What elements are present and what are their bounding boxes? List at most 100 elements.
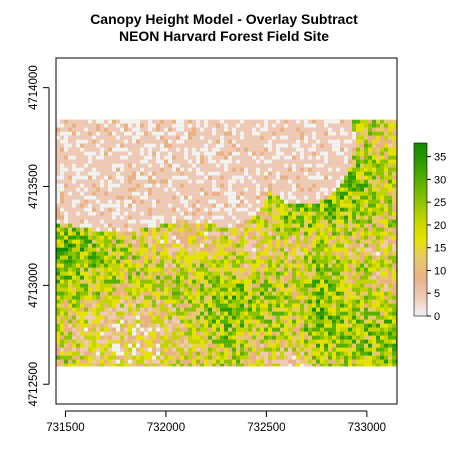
raster-cell — [168, 191, 172, 196]
raster-cell — [124, 147, 128, 152]
raster-cell — [260, 135, 264, 140]
raster-cell — [332, 287, 336, 292]
raster-cell — [264, 199, 268, 204]
raster-cell — [244, 191, 248, 196]
raster-cell — [248, 335, 252, 340]
raster-cell — [228, 283, 232, 288]
raster-cell — [84, 339, 88, 344]
raster-cell — [340, 187, 344, 192]
raster-cell — [360, 259, 364, 264]
raster-cell — [392, 315, 396, 320]
raster-cell — [148, 251, 152, 256]
raster-cell — [140, 183, 144, 188]
raster-cell — [364, 259, 368, 264]
raster-cell — [368, 187, 372, 192]
raster-cell — [216, 247, 220, 252]
raster-cell — [96, 223, 100, 228]
raster-cell — [180, 235, 184, 240]
raster-cell — [160, 119, 164, 124]
raster-cell — [384, 267, 388, 272]
raster-cell — [184, 151, 188, 156]
raster-cell — [388, 347, 392, 352]
raster-cell — [348, 187, 352, 192]
raster-cell — [236, 271, 240, 276]
raster-cell — [116, 331, 120, 336]
raster-cell — [92, 275, 96, 280]
raster-cell — [304, 299, 308, 304]
raster-cell — [296, 247, 300, 252]
raster-cell — [300, 163, 304, 168]
raster-cell — [344, 283, 348, 288]
raster-cell — [176, 271, 180, 276]
raster-cell — [100, 311, 104, 316]
raster-cell — [124, 195, 128, 200]
raster-cell — [100, 187, 104, 192]
raster-cell — [92, 135, 96, 140]
raster-cell — [288, 331, 292, 336]
raster-cell — [280, 171, 284, 176]
raster-cell — [332, 315, 336, 320]
raster-cell — [368, 207, 372, 212]
raster-cell — [116, 255, 120, 260]
raster-cell — [180, 179, 184, 184]
raster-cell — [248, 283, 252, 288]
raster-cell — [256, 243, 260, 248]
raster-cell — [164, 203, 168, 208]
raster-cell — [380, 343, 384, 348]
raster-cell — [256, 335, 260, 340]
raster-cell — [300, 247, 304, 252]
raster-cell — [164, 227, 168, 232]
raster-cell — [388, 175, 392, 180]
raster-cell — [180, 203, 184, 208]
raster-cell — [272, 227, 276, 232]
raster-cell — [80, 195, 84, 200]
raster-cell — [224, 147, 228, 152]
raster-cell — [136, 263, 140, 268]
raster-cell — [184, 223, 188, 228]
raster-cell — [88, 287, 92, 292]
raster-cell — [176, 255, 180, 260]
raster-cell — [372, 211, 376, 216]
raster-cell — [60, 315, 64, 320]
raster-cell — [192, 295, 196, 300]
raster-cell — [316, 227, 320, 232]
raster-cell — [132, 307, 136, 312]
raster-cell — [88, 323, 92, 328]
raster-cell — [208, 151, 212, 156]
raster-cell — [100, 279, 104, 284]
raster-cell — [312, 195, 316, 200]
raster-cell — [232, 295, 236, 300]
raster-cell — [140, 311, 144, 316]
raster-cell — [220, 295, 224, 300]
raster-cell — [232, 271, 236, 276]
raster-cell — [384, 275, 388, 280]
raster-cell — [332, 235, 336, 240]
raster-cell — [312, 267, 316, 272]
raster-cell — [320, 179, 324, 184]
raster-cell — [148, 195, 152, 200]
raster-cell — [224, 283, 228, 288]
raster-cell — [212, 255, 216, 260]
raster-cell — [312, 215, 316, 220]
raster-cell — [84, 291, 88, 296]
raster-cell — [132, 159, 136, 164]
raster-cell — [376, 143, 380, 148]
raster-cell — [116, 215, 120, 220]
raster-cell — [340, 331, 344, 336]
raster-cell — [360, 239, 364, 244]
raster-cell — [64, 339, 68, 344]
raster-cell — [324, 119, 328, 124]
raster-cell — [240, 247, 244, 252]
raster-cell — [384, 135, 388, 140]
raster-cell — [356, 255, 360, 260]
raster-cell — [136, 251, 140, 256]
raster-cell — [324, 259, 328, 264]
raster-cell — [100, 271, 104, 276]
raster-cell — [332, 327, 336, 332]
raster-cell — [72, 335, 76, 340]
raster-cell — [64, 291, 68, 296]
raster-cell — [300, 279, 304, 284]
raster-cell — [120, 151, 124, 156]
raster-cell — [224, 271, 228, 276]
raster-cell — [60, 251, 64, 256]
